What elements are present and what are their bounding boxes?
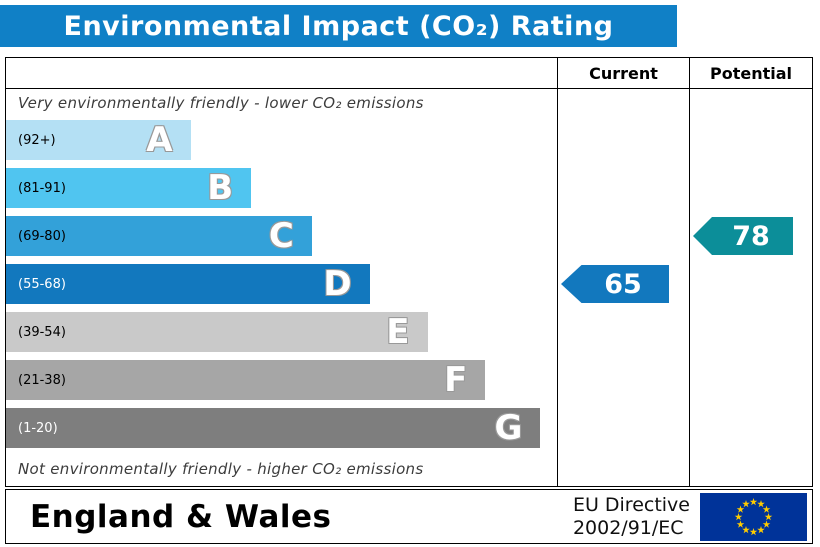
eu-flag-icon: [700, 492, 807, 541]
rating-table: Current Potential Very environmentally f…: [5, 57, 813, 487]
caption-top: Very environmentally friendly - lower CO…: [18, 93, 424, 112]
band-letter: A: [146, 120, 173, 160]
current-cell: [557, 89, 689, 116]
band-row-e: (39-54) E: [6, 308, 812, 356]
potential-cell: [689, 452, 812, 486]
current-cell: [557, 116, 689, 164]
band-range-label: (21-38): [18, 372, 66, 388]
band-range-label: (81-91): [18, 180, 66, 196]
potential-cell: [689, 164, 812, 212]
caption-bottom-row: Not environmentally friendly - higher CO…: [6, 452, 812, 486]
band-cell: (55-68) D: [6, 260, 557, 308]
band-range-label: (55-68): [18, 276, 66, 292]
potential-cell: [689, 260, 812, 308]
band-row-g: (1-20) G: [6, 404, 812, 452]
potential-column-header-cell: Potential: [689, 58, 812, 88]
band-row-f: (21-38) F: [6, 356, 812, 404]
potential-cell: [689, 116, 812, 164]
band-bar-g: (1-20) G: [6, 408, 541, 448]
current-rating-value: 65: [604, 268, 642, 300]
potential-rating-arrow: 78: [693, 217, 793, 255]
current-cell: [557, 308, 689, 356]
column-header-row: Current Potential: [6, 58, 812, 89]
band-range-label: (39-54): [18, 324, 66, 340]
band-row-a: (92+) A: [6, 116, 812, 164]
band-cell: (21-38) F: [6, 356, 557, 404]
band-bar-a: (92+) A: [6, 120, 191, 160]
band-cell: (1-20) G: [6, 404, 557, 452]
eu-directive-line1: EU Directive: [572, 493, 690, 516]
current-cell: [557, 164, 689, 212]
potential-rating-value: 78: [732, 220, 770, 252]
caption-top-row: Very environmentally friendly - lower CO…: [6, 89, 812, 116]
band-bar-f: (21-38) F: [6, 360, 486, 400]
eu-directive-label: EU Directive 2002/91/EC: [573, 494, 690, 540]
band-range-label: (1-20): [18, 420, 58, 436]
band-bar-d: (55-68) D: [6, 264, 370, 304]
current-rating-arrow: 65: [561, 265, 669, 303]
potential-cell: [689, 356, 812, 404]
band-cell: (81-91) B: [6, 164, 557, 212]
band-header-spacer: [6, 58, 557, 88]
footer: England & Wales EU Directive 2002/91/EC: [5, 489, 813, 544]
chart-title: Environmental Impact (CO₂) Rating: [63, 10, 614, 42]
potential-column-header: Potential: [709, 63, 793, 83]
band-letter: E: [386, 312, 410, 352]
band-letter: F: [444, 360, 468, 400]
current-column-header-cell: Current: [557, 58, 689, 88]
potential-cell: 78: [689, 212, 812, 260]
region-label: England & Wales: [30, 498, 332, 535]
band-letter: D: [323, 264, 352, 304]
eu-directive-line2: 2002/91/EC: [572, 516, 684, 539]
band-bar-c: (69-80) C: [6, 216, 312, 256]
chart-title-bar: Environmental Impact (CO₂) Rating: [0, 5, 677, 47]
band-row-c: (69-80) C 78: [6, 212, 812, 260]
current-cell: [557, 404, 689, 452]
band-range-label: (92+): [18, 132, 56, 148]
current-cell: [557, 356, 689, 404]
band-range-label: (69-80): [18, 228, 66, 244]
band-letter: C: [268, 216, 294, 256]
caption-bottom: Not environmentally friendly - higher CO…: [18, 460, 424, 478]
potential-cell: [689, 308, 812, 356]
potential-cell: [689, 89, 812, 116]
band-row-b: (81-91) B: [6, 164, 812, 212]
band-letter: G: [494, 408, 523, 448]
caption-bottom-cell: Not environmentally friendly - higher CO…: [6, 452, 557, 486]
band-cell: (39-54) E: [6, 308, 557, 356]
current-cell: [557, 452, 689, 486]
band-row-d: (55-68) D 65: [6, 260, 812, 308]
band-cell: (69-80) C: [6, 212, 557, 260]
current-cell: 65: [557, 260, 689, 308]
band-letter: B: [207, 168, 234, 208]
band-bar-b: (81-91) B: [6, 168, 252, 208]
caption-top-cell: Very environmentally friendly - lower CO…: [6, 89, 557, 116]
current-column-header: Current: [589, 63, 658, 83]
potential-cell: [689, 404, 812, 452]
band-bar-e: (39-54) E: [6, 312, 428, 352]
band-cell: (92+) A: [6, 116, 557, 164]
current-cell: [557, 212, 689, 260]
